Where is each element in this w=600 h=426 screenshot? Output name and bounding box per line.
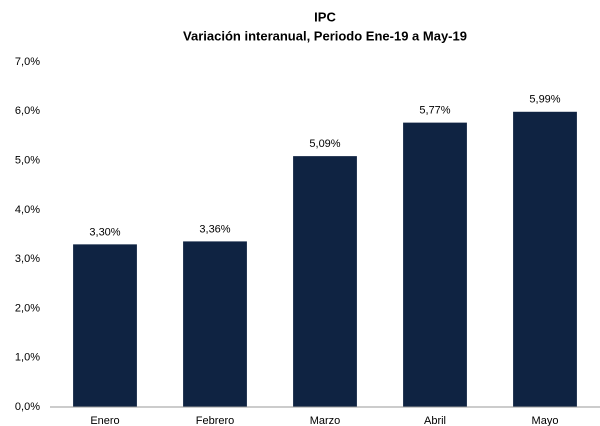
- chart-subtitle: Variación interanual, Periodo Ene-19 a M…: [183, 28, 467, 43]
- x-tick-label: Mayo: [532, 415, 559, 426]
- y-tick-label: 4,0%: [15, 204, 40, 216]
- x-tick-label: Abril: [424, 415, 446, 426]
- y-tick-label: 1,0%: [15, 352, 40, 364]
- chart-title: IPC: [314, 9, 336, 24]
- bar: [183, 241, 247, 407]
- data-label: 5,09%: [309, 138, 340, 150]
- x-tick-label: Enero: [90, 415, 119, 426]
- x-tick-label: Febrero: [196, 415, 235, 426]
- bar: [73, 244, 137, 407]
- data-label: 3,36%: [199, 223, 230, 235]
- bar: [513, 111, 577, 408]
- data-label: 3,30%: [89, 226, 120, 238]
- y-tick-label: 7,0%: [15, 56, 40, 68]
- y-tick-label: 3,0%: [15, 253, 40, 265]
- y-tick-label: 5,0%: [15, 154, 40, 166]
- bar: [403, 122, 467, 407]
- data-label: 5,77%: [419, 105, 450, 117]
- y-tick-label: 6,0%: [15, 105, 40, 117]
- x-tick-label: Marzo: [310, 415, 341, 426]
- y-tick-label: 2,0%: [15, 302, 40, 314]
- bar: [293, 156, 357, 407]
- y-tick-label: 0,0%: [15, 401, 40, 413]
- data-label: 5,99%: [529, 94, 560, 106]
